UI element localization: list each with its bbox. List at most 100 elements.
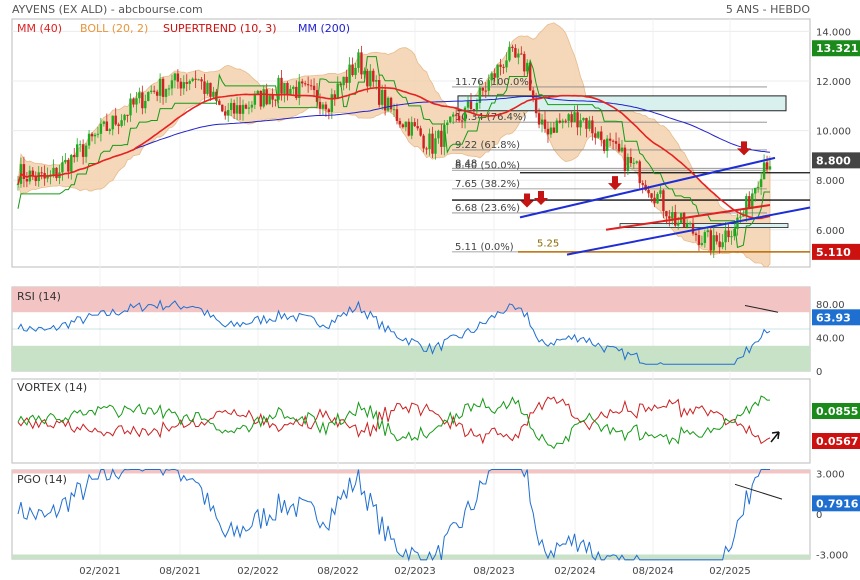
candle-body bbox=[629, 156, 633, 164]
candle-body bbox=[289, 88, 292, 95]
fib-level-label: 10.34 (76.4%) bbox=[455, 112, 526, 123]
candle-body bbox=[620, 147, 624, 152]
candle-body bbox=[61, 162, 64, 173]
pgo-tick-label: 3.000 bbox=[816, 470, 845, 481]
candle-body bbox=[138, 92, 141, 99]
candle-body bbox=[253, 94, 257, 105]
candle-body bbox=[558, 120, 561, 123]
price-tick-label: 8.000 bbox=[816, 176, 845, 187]
fib-level-label: 7.65 (38.2%) bbox=[455, 179, 520, 190]
candle-body bbox=[576, 112, 579, 128]
candle-body bbox=[135, 98, 138, 105]
candle-body bbox=[52, 167, 55, 175]
pgo-layer bbox=[12, 468, 810, 562]
candle-body bbox=[218, 100, 221, 105]
candle-body bbox=[662, 190, 665, 212]
candle-body bbox=[280, 77, 283, 94]
candle-body bbox=[410, 122, 413, 136]
legend-boll: BOLL (20, 2) bbox=[80, 22, 148, 35]
vortex-arrow-icon bbox=[770, 431, 780, 443]
candle-body bbox=[668, 216, 671, 219]
candle-body bbox=[262, 89, 265, 107]
candle-body bbox=[443, 125, 446, 147]
fib-level-label: 11.76 (100.0%) bbox=[455, 77, 533, 88]
fib-level-label: 8.48 bbox=[455, 158, 477, 169]
candle-body bbox=[191, 78, 194, 82]
candle-body bbox=[144, 100, 147, 109]
candle-body bbox=[401, 124, 405, 128]
candle-body bbox=[508, 46, 511, 61]
chart-period-label: 5 ANS - HEBDO bbox=[726, 3, 810, 16]
candle-body bbox=[526, 62, 529, 72]
candle-body bbox=[152, 90, 156, 92]
price-value-badge bbox=[812, 40, 860, 57]
candle-body bbox=[321, 104, 325, 109]
candle-body bbox=[425, 148, 428, 150]
price-value-badge bbox=[812, 243, 860, 260]
candle-body bbox=[46, 176, 49, 179]
candle-body bbox=[111, 115, 114, 130]
candle-body bbox=[431, 133, 434, 154]
candle-body bbox=[155, 91, 159, 96]
candle-body bbox=[762, 162, 766, 180]
candle-body bbox=[742, 215, 745, 217]
fib-level-label: 9.22 (61.8%) bbox=[455, 140, 520, 151]
candle-body bbox=[203, 81, 206, 94]
candle-body bbox=[114, 115, 117, 125]
candle-body bbox=[730, 236, 733, 238]
candle-body bbox=[531, 90, 535, 99]
candle-body bbox=[534, 98, 538, 114]
candle-body bbox=[594, 133, 597, 138]
candle-body bbox=[638, 161, 641, 184]
axis-layer: 14.000 12.000 10.000 8.000 6.000 02/2021 08/20… bbox=[79, 27, 860, 577]
candle-body bbox=[182, 82, 185, 89]
candle-body bbox=[96, 133, 100, 135]
candle-body bbox=[603, 139, 606, 151]
candle-body bbox=[469, 101, 473, 110]
price-tick-label: 14.000 bbox=[816, 27, 851, 38]
candle-body bbox=[206, 82, 209, 94]
candle-body bbox=[256, 90, 260, 95]
candle-body bbox=[176, 73, 180, 82]
candle-body bbox=[727, 230, 730, 238]
candle-body bbox=[197, 79, 200, 81]
candle-body bbox=[90, 133, 94, 137]
candle-body bbox=[102, 121, 106, 124]
vortex-panel-title: VORTEX (14) bbox=[17, 381, 87, 394]
vortex-layer bbox=[17, 395, 780, 450]
candle-body bbox=[318, 101, 322, 109]
candle-body bbox=[354, 67, 357, 76]
candle-body bbox=[597, 131, 600, 138]
resistance-zone bbox=[457, 95, 787, 112]
candle-body bbox=[179, 81, 183, 89]
candle-body bbox=[247, 107, 251, 109]
candle-body bbox=[632, 162, 636, 164]
vortex-value-badge-text: 0.0567 bbox=[816, 435, 858, 448]
candle-body bbox=[389, 97, 393, 110]
candle-body bbox=[268, 95, 271, 105]
candle-body bbox=[600, 131, 603, 140]
pgo-value-badge-text: 0.7916 bbox=[816, 497, 859, 510]
rsi-oversold-zone bbox=[12, 345, 810, 371]
candle-body bbox=[434, 138, 437, 154]
candle-body bbox=[105, 121, 109, 131]
candle-body bbox=[209, 82, 212, 97]
candle-body bbox=[150, 90, 153, 93]
candle-body bbox=[718, 241, 721, 248]
time-tick-label: 08/2024 bbox=[632, 566, 674, 577]
price-value-badge-text: 5.110 bbox=[816, 246, 851, 259]
candle-body bbox=[650, 193, 653, 198]
legend-supertrend: SUPERTREND (10, 3) bbox=[163, 22, 277, 35]
candle-body bbox=[224, 111, 227, 116]
candle-body bbox=[126, 114, 129, 116]
candle-body bbox=[324, 104, 328, 110]
candle-body bbox=[306, 84, 310, 86]
candle-body bbox=[348, 64, 351, 83]
vortex-plus-line bbox=[17, 395, 771, 450]
vortex-minus-line bbox=[17, 396, 771, 445]
candle-body bbox=[351, 64, 354, 76]
candle-body bbox=[383, 89, 387, 111]
candle-body bbox=[129, 98, 132, 116]
candle-body bbox=[87, 133, 91, 146]
candle-body bbox=[617, 143, 621, 152]
